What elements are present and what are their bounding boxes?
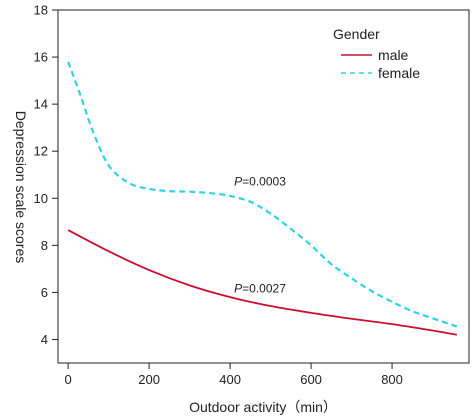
legend-label-female: female bbox=[378, 65, 420, 81]
y-tick-label: 10 bbox=[34, 191, 48, 206]
p-symbol: P bbox=[234, 281, 242, 295]
p-symbol: P bbox=[234, 174, 242, 188]
x-tick-label: 800 bbox=[381, 372, 403, 387]
p-value-annotation: P=0.0003 bbox=[234, 174, 286, 188]
legend-label-male: male bbox=[378, 47, 409, 63]
legend: Gender male female bbox=[333, 26, 420, 81]
p-value-annotation: P=0.0027 bbox=[234, 281, 286, 295]
y-tick-label: 16 bbox=[34, 50, 48, 65]
y-tick-label: 14 bbox=[34, 97, 48, 112]
x-tick-label: 0 bbox=[65, 372, 72, 387]
y-tick-label: 12 bbox=[34, 144, 48, 159]
y-tick-label: 6 bbox=[41, 285, 48, 300]
plot-frame bbox=[57, 9, 470, 364]
y-axis-title: Depression scale scores bbox=[13, 111, 29, 264]
p-value: =0.0027 bbox=[242, 281, 286, 295]
series-line-male bbox=[67, 229, 458, 336]
x-tick-label: 400 bbox=[219, 372, 241, 387]
series-line-female bbox=[67, 61, 458, 328]
y-tick-label: 18 bbox=[34, 3, 48, 18]
legend-title: Gender bbox=[333, 26, 380, 42]
y-tick-label: 4 bbox=[41, 332, 48, 347]
x-tick-label: 200 bbox=[138, 372, 160, 387]
x-axis-title: Outdoor activity（min） bbox=[189, 399, 337, 415]
p-value: =0.0003 bbox=[242, 174, 286, 188]
y-tick-label: 8 bbox=[41, 238, 48, 253]
x-tick-label: 600 bbox=[300, 372, 322, 387]
y-axis: 4 6 8 10 12 14 16 18 bbox=[34, 3, 58, 347]
series-layer bbox=[67, 61, 458, 336]
x-axis: 0 200 400 600 800 bbox=[65, 363, 403, 387]
